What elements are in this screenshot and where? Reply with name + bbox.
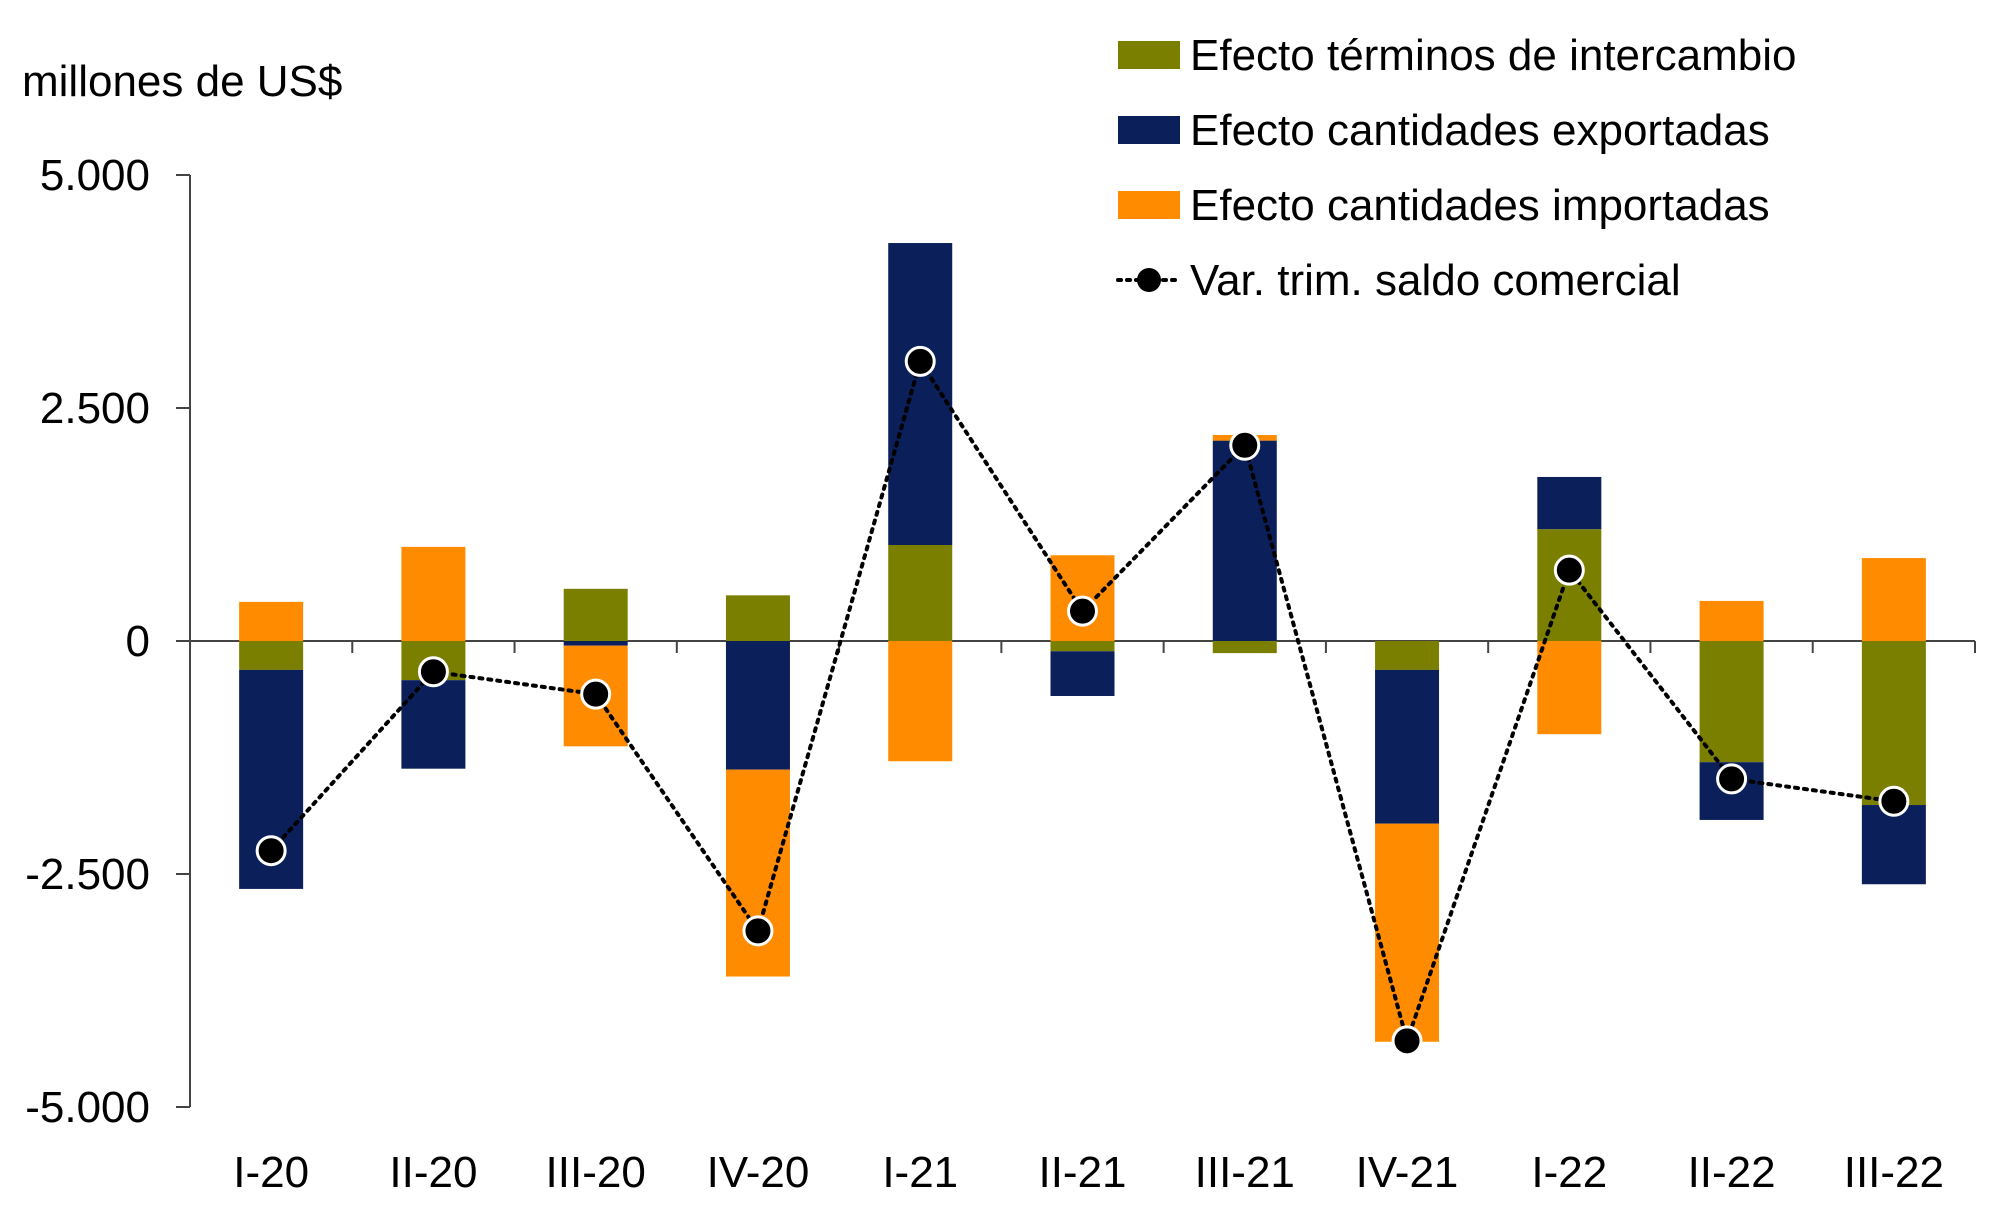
y-axis-title: millones de US$ xyxy=(22,57,342,106)
bar-series-1-III-22 xyxy=(1861,641,1926,806)
bar-series-2-III-21 xyxy=(1212,440,1277,641)
bar-series-3-II-20 xyxy=(401,546,466,641)
x-tick-label: II-22 xyxy=(1688,1148,1776,1197)
line-point-III-22 xyxy=(1878,785,1910,817)
bar-series-2-IV-21 xyxy=(1375,669,1440,824)
line-series xyxy=(255,345,1910,1057)
line-point-IV-21 xyxy=(1391,1025,1423,1057)
legend-label-3: Efecto cantidades importadas xyxy=(1190,181,1770,230)
line-point-I-21 xyxy=(904,345,936,377)
legend: Efecto términos de intercambio Efecto can… xyxy=(1116,31,1797,305)
bar-series-2-III-20 xyxy=(563,641,628,646)
bar-series-2-IV-20 xyxy=(725,641,790,770)
line-point-IV-20 xyxy=(742,915,774,947)
line-point-I-22 xyxy=(1553,554,1585,586)
x-tick-label: I-22 xyxy=(1531,1148,1607,1197)
x-tick-label: II-20 xyxy=(389,1148,477,1197)
bar-series-3-I-22 xyxy=(1537,641,1602,735)
bar-series-1-IV-20 xyxy=(725,595,790,641)
y-tick-label: 2.500 xyxy=(40,384,150,433)
bar-series-1-II-21 xyxy=(1050,641,1115,652)
bar-series-2-I-22 xyxy=(1537,476,1602,530)
bar-series-2-II-21 xyxy=(1050,651,1115,696)
bar-series-2-II-20 xyxy=(401,680,466,769)
bar-series-3-III-22 xyxy=(1861,558,1926,641)
x-tick-label: I-20 xyxy=(233,1148,309,1197)
axes: 5.000 2.500 0 -2.500 -5.000 I-20 II-20 III-20 IV… xyxy=(25,151,1976,1197)
x-tick-label: IV-20 xyxy=(707,1148,810,1197)
line-point-II-22 xyxy=(1716,763,1748,795)
bar-series-3-II-22 xyxy=(1699,600,1764,641)
legend-swatch-3 xyxy=(1118,191,1180,219)
bar-series-1-II-22 xyxy=(1699,641,1764,763)
legend-label-4: Var. trim. saldo comercial xyxy=(1190,256,1681,305)
bar-series-1-III-20 xyxy=(563,588,628,641)
line-point-II-20 xyxy=(417,656,449,688)
legend-label-1: Efecto términos de intercambio xyxy=(1190,31,1797,80)
x-tick-label: III-22 xyxy=(1844,1148,1944,1197)
bars xyxy=(239,243,1926,1042)
x-tick-label: I-21 xyxy=(882,1148,958,1197)
bar-series-2-III-22 xyxy=(1861,805,1926,885)
bar-series-3-IV-21 xyxy=(1375,823,1440,1042)
y-tick-label: -5.000 xyxy=(25,1083,150,1132)
x-tick-label: III-20 xyxy=(546,1148,646,1197)
bar-series-1-IV-21 xyxy=(1375,641,1440,670)
bar-series-1-I-21 xyxy=(888,545,953,641)
x-tick-label: II-21 xyxy=(1038,1148,1126,1197)
line-point-I-20 xyxy=(255,835,287,867)
x-tick-label: III-21 xyxy=(1195,1148,1295,1197)
x-tick-label: IV-21 xyxy=(1356,1148,1459,1197)
y-tick-label: 5.000 xyxy=(40,151,150,200)
line-trim-saldo xyxy=(269,356,1896,1048)
legend-swatch-1 xyxy=(1118,41,1180,69)
bar-series-3-I-21 xyxy=(888,641,953,762)
legend-label-2: Efecto cantidades exportadas xyxy=(1190,106,1770,155)
bar-series-3-I-20 xyxy=(239,601,304,641)
line-point-III-21 xyxy=(1229,429,1261,461)
bar-series-1-I-20 xyxy=(239,641,304,670)
y-tick-label: 0 xyxy=(126,617,150,666)
legend-swatch-2 xyxy=(1118,116,1180,144)
y-tick-label: -2.500 xyxy=(25,850,150,899)
bar-series-1-III-21 xyxy=(1212,641,1277,654)
line-point-III-20 xyxy=(580,678,612,710)
legend-marker xyxy=(1137,268,1161,292)
line-point-II-21 xyxy=(1067,595,1098,627)
